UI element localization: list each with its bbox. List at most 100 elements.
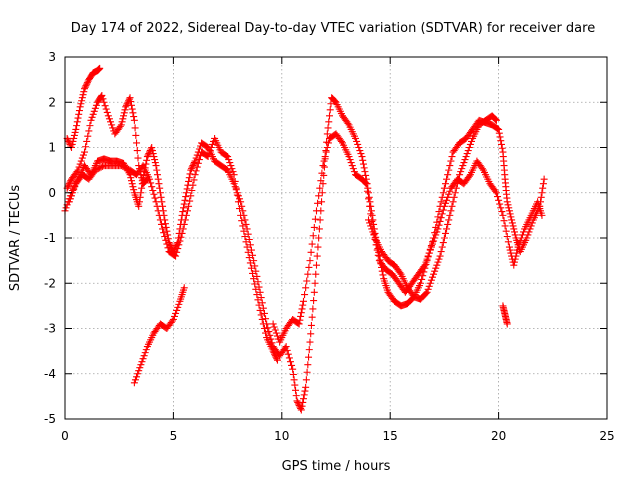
data-point-interp <box>294 400 302 408</box>
data-point-interp <box>299 395 307 403</box>
data-point-interp <box>353 137 361 145</box>
data-point-interp <box>448 153 456 161</box>
data-point <box>310 288 318 296</box>
data-point-interp <box>149 150 157 158</box>
data-point-interp <box>498 208 506 216</box>
data-point-interp <box>241 216 249 224</box>
data-point <box>117 121 125 129</box>
data-point-interp <box>518 231 526 239</box>
data-point-interp <box>308 240 316 248</box>
data-point-interp <box>307 248 315 256</box>
data-point-interp <box>88 113 96 121</box>
data-point-interp <box>445 190 453 198</box>
data-point <box>180 284 188 292</box>
data-point <box>282 343 290 351</box>
data-point <box>152 162 160 170</box>
data-point-interp <box>426 279 434 287</box>
data-point <box>130 379 138 387</box>
data-point-interp <box>324 139 332 147</box>
data-point-interp <box>302 284 310 292</box>
data-point-interp <box>539 184 547 192</box>
data-point-interp <box>363 187 371 195</box>
data-point <box>436 252 444 260</box>
data-point-interp <box>434 213 442 221</box>
data-point-interp <box>365 195 373 203</box>
data-point-interp <box>124 98 132 106</box>
data-point-interp <box>155 211 163 219</box>
data-point-interp <box>78 94 86 102</box>
y-tick-label: 1 <box>48 141 56 155</box>
data-point-interp <box>262 329 270 337</box>
data-point <box>269 347 277 355</box>
data-point-interp <box>512 252 520 260</box>
data-point-interp <box>312 261 320 269</box>
data-point-interp <box>498 144 506 152</box>
data-point-interp <box>242 220 250 228</box>
data-point-interp <box>497 204 505 212</box>
data-point <box>495 125 503 133</box>
data-point <box>91 166 99 174</box>
data-point-interp <box>73 168 81 176</box>
data-point-interp <box>190 160 198 168</box>
data-point-interp <box>180 204 188 212</box>
data-point-interp <box>359 156 367 164</box>
data-point-interp <box>298 402 306 410</box>
data-point <box>146 175 154 183</box>
data-point-interp <box>301 291 309 299</box>
data-point-interp <box>84 132 92 140</box>
data-point <box>122 103 130 111</box>
data-point-interp <box>244 248 252 256</box>
data-point-interp <box>239 222 247 230</box>
data-point-interp <box>497 140 505 148</box>
data-point <box>152 198 160 206</box>
data-point-interp <box>446 162 454 170</box>
data-point-interp <box>436 217 444 225</box>
data-point-interp <box>270 323 278 331</box>
data-point-interp <box>65 180 73 188</box>
data-point-interp <box>320 157 328 165</box>
data-point-interp <box>176 237 184 245</box>
data-point-interp <box>465 144 473 151</box>
data-point-interp <box>437 198 445 206</box>
data-point-interp <box>302 376 310 384</box>
data-point-interp <box>194 159 202 167</box>
data-point-interp <box>183 185 191 193</box>
x-tick-labels: 0 5 10 15 20 25 <box>61 429 614 443</box>
data-point-interp <box>369 228 377 236</box>
data-point-interp <box>295 401 303 409</box>
data-point <box>421 261 429 269</box>
data-point-interp <box>236 205 244 213</box>
data-point <box>137 361 145 369</box>
data-point-interp <box>186 197 194 205</box>
data-point-interp <box>192 167 200 175</box>
data-point-interp <box>119 162 127 170</box>
data-point <box>492 189 500 197</box>
data-point-interp <box>439 239 447 247</box>
data-point <box>505 243 513 251</box>
data-point-interp <box>208 140 216 148</box>
data-point-interp <box>118 118 126 126</box>
y-tick-label: -2 <box>44 276 56 290</box>
data-point-interp <box>154 175 162 183</box>
data-point-interp <box>155 180 163 188</box>
data-point-interp <box>315 225 323 233</box>
data-point-interp <box>437 248 445 256</box>
data-point-interp <box>502 227 510 235</box>
data-point-interp <box>140 352 148 360</box>
data-point-interp <box>362 179 370 187</box>
data-point-interp <box>228 165 236 173</box>
data-point-interp <box>360 164 368 172</box>
data-point-interp <box>511 255 519 263</box>
data-point-interp <box>305 353 313 361</box>
data-point <box>230 171 238 179</box>
data-point-interp <box>491 187 499 195</box>
data-point-interp <box>311 215 319 223</box>
data-point-interp <box>435 255 443 263</box>
data-point-interp <box>510 228 518 236</box>
data-point-interp <box>290 376 298 384</box>
data-point-interp <box>444 193 452 201</box>
data-point-interp <box>156 184 164 192</box>
data-point-interp <box>296 316 304 324</box>
data-point <box>130 116 138 124</box>
data-point <box>423 288 431 296</box>
